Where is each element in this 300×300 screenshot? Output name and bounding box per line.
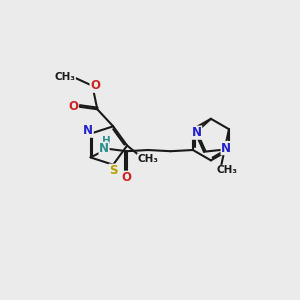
Text: CH₃: CH₃	[54, 72, 75, 82]
Text: CH₃: CH₃	[137, 154, 158, 164]
Text: O: O	[90, 79, 100, 92]
Text: N: N	[192, 126, 202, 139]
Text: CH₃: CH₃	[216, 165, 237, 176]
Text: H: H	[102, 136, 110, 146]
Text: N: N	[83, 124, 93, 137]
Text: S: S	[109, 164, 117, 177]
Text: O: O	[122, 171, 132, 184]
Text: N: N	[99, 142, 109, 155]
Text: N: N	[221, 142, 231, 154]
Text: O: O	[68, 100, 78, 113]
